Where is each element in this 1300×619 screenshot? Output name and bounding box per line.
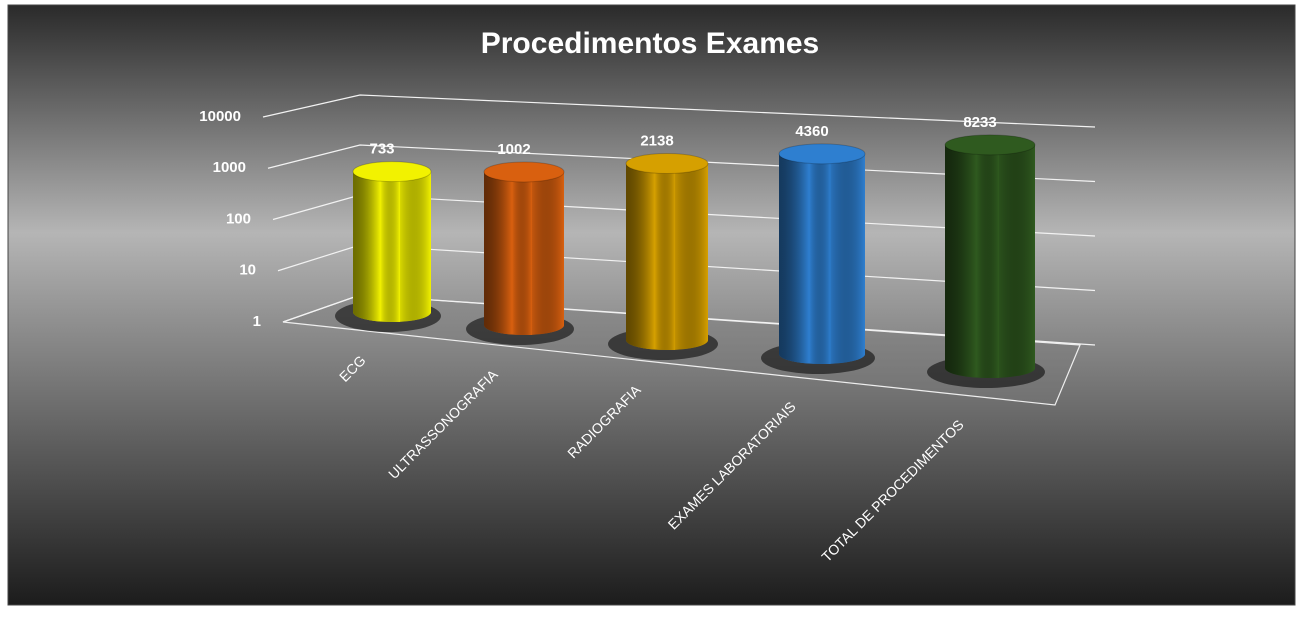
y-tick-label: 10 <box>239 262 256 279</box>
bar-top <box>352 161 432 183</box>
value-label: 733 <box>369 141 394 158</box>
value-label: 2138 <box>640 132 673 149</box>
grid-line <box>262 94 1096 128</box>
bar-top <box>944 134 1036 156</box>
bar-top <box>483 161 565 183</box>
value-label: 8233 <box>963 114 996 131</box>
bar-shade <box>353 171 431 322</box>
value-label: 1002 <box>497 141 530 158</box>
y-tick-label: 10000 <box>199 108 241 125</box>
y-tick-label: 1000 <box>213 159 246 176</box>
bar-shade <box>626 163 708 350</box>
chart-title: Procedimentos Exames <box>481 27 819 60</box>
y-tick-label: 100 <box>226 210 251 227</box>
bar-shade <box>945 144 1035 378</box>
value-label: 4360 <box>795 123 828 140</box>
bar-shade <box>779 153 865 364</box>
y-tick-label: 1 <box>253 313 261 330</box>
bar-top <box>625 153 709 175</box>
bar-top <box>778 143 866 165</box>
bar-shade <box>484 171 564 335</box>
